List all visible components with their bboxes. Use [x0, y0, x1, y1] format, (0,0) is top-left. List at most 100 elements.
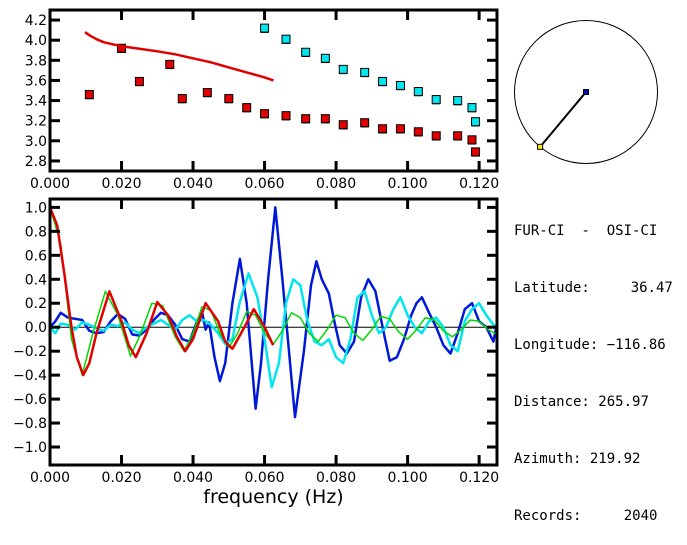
- records-row: Records: 2040: [514, 507, 673, 526]
- correlation-xtick-label: 0.040: [173, 470, 213, 486]
- azimuth-label: Azimuth:: [514, 451, 582, 467]
- velocity-ytick-label: 2.8: [25, 154, 47, 170]
- map-circle: [514, 20, 658, 164]
- cyan-points-point: [431, 95, 441, 105]
- correlation-ytick-label: −0.2: [13, 344, 47, 360]
- velocity-ytick-label: 3.4: [25, 94, 47, 110]
- correlation-ytick-label: 0.2: [25, 296, 47, 312]
- records-label: Records:: [514, 508, 582, 524]
- cyan-points-point: [395, 80, 405, 90]
- velocity-xtick-label: 0.060: [245, 176, 285, 192]
- plots-canvas: 0.000 0.020 0.040 0.060 0.080 0.100 0.120 2.8 3.…: [13, 8, 658, 508]
- red-points-point: [281, 111, 291, 121]
- velocity-ytick-label: 3.8: [25, 53, 47, 69]
- x-axis-title: frequency (Hz): [203, 486, 343, 508]
- correlation-ticks: 0.000 0.020 0.040 0.060 0.080 0.100 0.120 −1.0 −…: [13, 199, 499, 486]
- correlation-marks: [48, 206, 499, 419]
- correlation-ytick-label: 0.4: [25, 272, 47, 288]
- red-points-point: [117, 43, 127, 53]
- cyan-points-point: [301, 47, 311, 57]
- cyan-points-point: [360, 67, 370, 77]
- cyan-points-point: [471, 117, 481, 127]
- green-model-line: [49, 207, 498, 376]
- correlation-ytick-label: 0.8: [25, 224, 47, 240]
- station-b-marker: [583, 89, 589, 95]
- velocity-xtick-label: 0.100: [388, 176, 428, 192]
- red-points-point: [471, 147, 481, 157]
- station-pair: FUR-CI - OSI-CI: [514, 223, 658, 239]
- red-curve-line: [84, 31, 274, 82]
- azimuth-value: 219.92: [589, 451, 641, 467]
- latitude-value: 36.47: [630, 280, 673, 296]
- correlation-panel: 0.000 0.020 0.040 0.060 0.080 0.100 0.120 −1.0 −…: [13, 197, 499, 508]
- velocity-xtick-label: 0.120: [459, 176, 499, 192]
- correlation-ytick-label: 0.0: [25, 320, 47, 336]
- longitude-row: Longitude: −116.86: [514, 336, 673, 355]
- red-points-point: [260, 109, 270, 119]
- correlation-xtick-label: 0.020: [101, 470, 141, 486]
- velocity-ticks: 0.000 0.020 0.040 0.060 0.080 0.100 0.120 2.8 3.…: [25, 10, 499, 192]
- records-value: 2040: [623, 508, 658, 524]
- red-points-point: [320, 114, 330, 124]
- correlation-ytick-label: 0.6: [25, 248, 47, 264]
- cyan-points-point: [453, 96, 463, 106]
- red-model-line: [48, 206, 275, 377]
- velocity-ytick-label: 3.6: [25, 73, 47, 89]
- red-points-point: [378, 124, 388, 134]
- distance-row: Distance: 265.97: [514, 393, 673, 412]
- station-a-marker: [537, 143, 544, 150]
- cyan-points-point: [260, 23, 270, 33]
- blue-data-line: [49, 206, 499, 419]
- longitude-value: −116.86: [606, 337, 666, 353]
- red-points-point: [431, 131, 441, 141]
- cyan-points-point: [281, 34, 291, 44]
- correlation-xtick-label: 0.060: [245, 470, 285, 486]
- red-points-point: [242, 103, 252, 113]
- correlation-xtick-label: 0.100: [388, 470, 428, 486]
- velocity-xtick-label: 0.020: [101, 176, 141, 192]
- correlation-xtick-label: 0.000: [30, 470, 70, 486]
- great-circle-path: [539, 91, 587, 148]
- cyan-data-line: [49, 272, 498, 389]
- correlation-ytick-label: −0.6: [13, 392, 47, 408]
- velocity-marks: [84, 23, 481, 157]
- cyan-points-point: [467, 103, 477, 113]
- red-points-point: [360, 118, 370, 128]
- station-map: [514, 20, 658, 164]
- cyan-points-point: [320, 53, 330, 63]
- correlation-frame: [48, 197, 499, 467]
- correlation-xtick-label: 0.120: [459, 470, 499, 486]
- correlation-xtick-label: 0.080: [316, 470, 356, 486]
- cyan-points-point: [378, 76, 388, 86]
- velocity-ytick-label: 4.2: [25, 13, 47, 29]
- distance-value: 265.97: [598, 394, 649, 410]
- longitude-label: Longitude:: [514, 337, 599, 353]
- red-points-point: [301, 114, 311, 124]
- velocity-xtick-label: 0.040: [173, 176, 213, 192]
- latitude-label: Latitude:: [514, 280, 590, 296]
- red-points-point: [453, 131, 463, 141]
- distance-label: Distance:: [514, 394, 590, 410]
- velocity-ytick-label: 3.2: [25, 114, 47, 130]
- red-points-point: [177, 94, 187, 104]
- velocity-frame: [48, 8, 499, 173]
- red-points-point: [84, 90, 94, 100]
- correlation-ytick-label: 1.0: [25, 200, 47, 216]
- latitude-row: Latitude: 36.47: [514, 279, 673, 298]
- red-points-point: [467, 135, 477, 145]
- cyan-points-point: [338, 64, 348, 74]
- red-points-point: [338, 120, 348, 130]
- red-points-point: [413, 127, 423, 137]
- azimuth-row: Azimuth: 219.92: [514, 450, 673, 469]
- correlation-ytick-label: −0.8: [13, 416, 47, 432]
- velocity-ytick-label: 3.0: [25, 134, 47, 150]
- cyan-points-point: [413, 87, 423, 97]
- velocity-xtick-label: 0.080: [316, 176, 356, 192]
- velocity-ytick-label: 4.0: [25, 33, 47, 49]
- correlation-ytick-label: −1.0: [13, 440, 47, 456]
- red-points-point: [395, 124, 405, 134]
- red-points-point: [134, 76, 144, 86]
- red-points-point: [165, 59, 175, 69]
- red-points-point: [202, 88, 212, 98]
- velocity-panel: 0.000 0.020 0.040 0.060 0.080 0.100 0.120 2.8 3.…: [25, 8, 499, 192]
